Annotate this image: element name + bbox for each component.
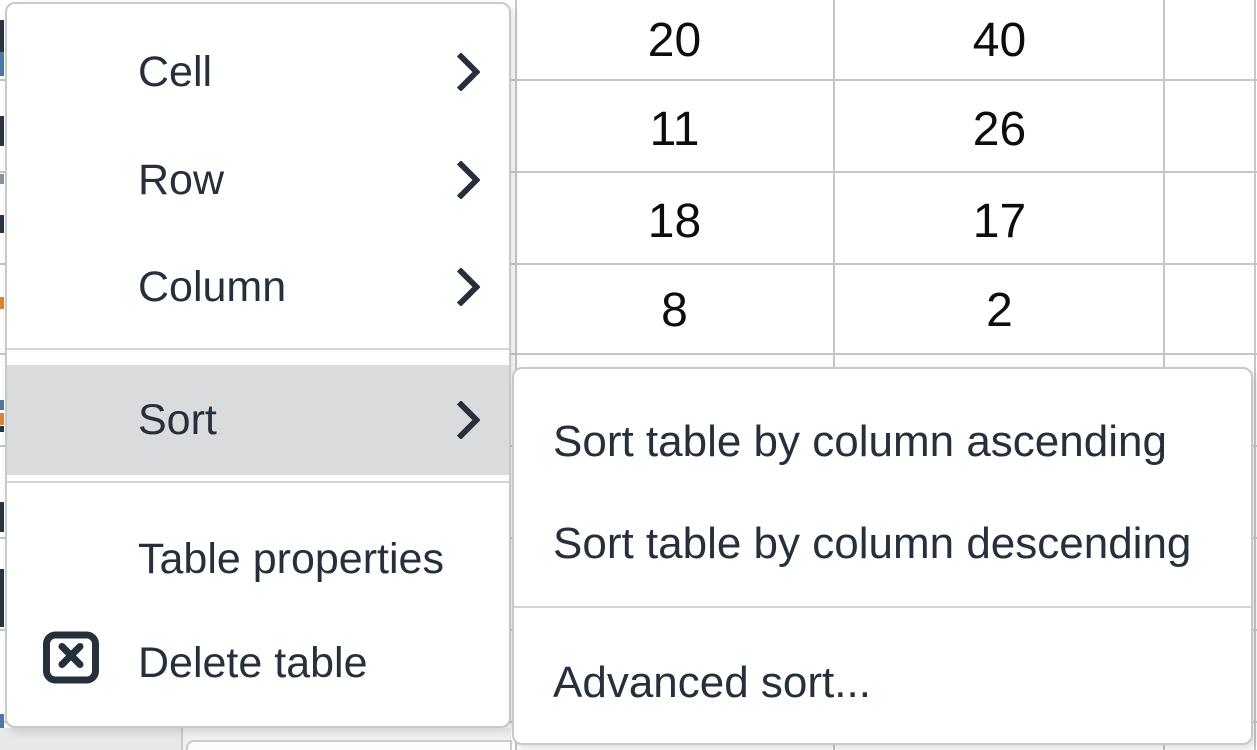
table-cell[interactable]: 20 <box>647 14 702 67</box>
panel-edge-fragment <box>186 740 512 750</box>
chevron-right-icon <box>441 160 481 200</box>
table-cell[interactable]: 8 <box>661 284 688 337</box>
chevron-right-icon <box>441 52 481 92</box>
menu-item-label: Sort <box>138 395 217 444</box>
menu-separator <box>7 348 509 350</box>
status-bar-divider <box>181 728 183 750</box>
chevron-right-icon <box>441 400 481 440</box>
status-bar-fragment-left <box>0 728 181 750</box>
chevron-right-icon <box>441 267 481 307</box>
menu-item-label: Table properties <box>138 534 444 583</box>
submenu-item-sort-ascending[interactable]: Sort table by column ascending <box>514 389 1251 494</box>
table-cell[interactable]: 18 <box>647 195 702 248</box>
icon-sliver <box>0 20 4 52</box>
sort-submenu: Sort table by column ascending Sort tabl… <box>512 367 1253 745</box>
icon-sliver <box>0 297 4 309</box>
table-row-border <box>0 353 1257 355</box>
icon-sliver <box>0 174 4 184</box>
icon-sliver <box>0 714 4 734</box>
table-context-menu: Cell Row Column Sort Table properties <box>5 2 511 728</box>
icon-sliver <box>0 215 4 233</box>
submenu-item-label: Sort table by column descending <box>553 518 1192 568</box>
menu-item-cell[interactable]: Cell <box>7 18 509 126</box>
icon-sliver <box>0 502 4 532</box>
submenu-item-label: Advanced sort... <box>553 657 871 707</box>
icon-sliver <box>0 52 4 76</box>
table-cell[interactable]: 17 <box>972 195 1027 248</box>
table-cell[interactable]: 26 <box>972 103 1027 156</box>
menu-separator <box>7 481 509 483</box>
submenu-item-sort-descending[interactable]: Sort table by column descending <box>514 491 1251 596</box>
menu-item-label: Row <box>138 155 225 204</box>
menu-item-delete-table[interactable]: Delete table <box>7 609 509 717</box>
menu-separator <box>514 606 1251 608</box>
table-row-border <box>0 263 1257 265</box>
icon-sliver <box>0 569 4 627</box>
table-cell[interactable]: 40 <box>972 14 1027 67</box>
menu-item-table-properties[interactable]: Table properties <box>7 503 509 615</box>
menu-item-column[interactable]: Column <box>7 233 509 341</box>
submenu-item-advanced-sort[interactable]: Advanced sort... <box>514 630 1251 735</box>
menu-item-label: Cell <box>138 47 213 96</box>
delete-table-icon <box>42 631 100 696</box>
icon-sliver <box>0 413 4 425</box>
icon-sliver <box>0 426 4 432</box>
table-row-border <box>0 171 1257 173</box>
icon-sliver <box>0 116 4 146</box>
menu-item-row[interactable]: Row <box>7 126 509 234</box>
menu-item-label: Column <box>138 262 287 311</box>
table-cell[interactable]: 11 <box>649 103 700 156</box>
submenu-item-label: Sort table by column ascending <box>553 416 1167 466</box>
table-column-border <box>1254 0 1256 750</box>
menu-item-sort[interactable]: Sort <box>7 365 509 475</box>
icon-sliver <box>0 400 4 410</box>
table-row-border <box>0 79 1257 81</box>
table-cell[interactable]: 2 <box>986 284 1013 337</box>
menu-item-label: Delete table <box>138 638 368 687</box>
